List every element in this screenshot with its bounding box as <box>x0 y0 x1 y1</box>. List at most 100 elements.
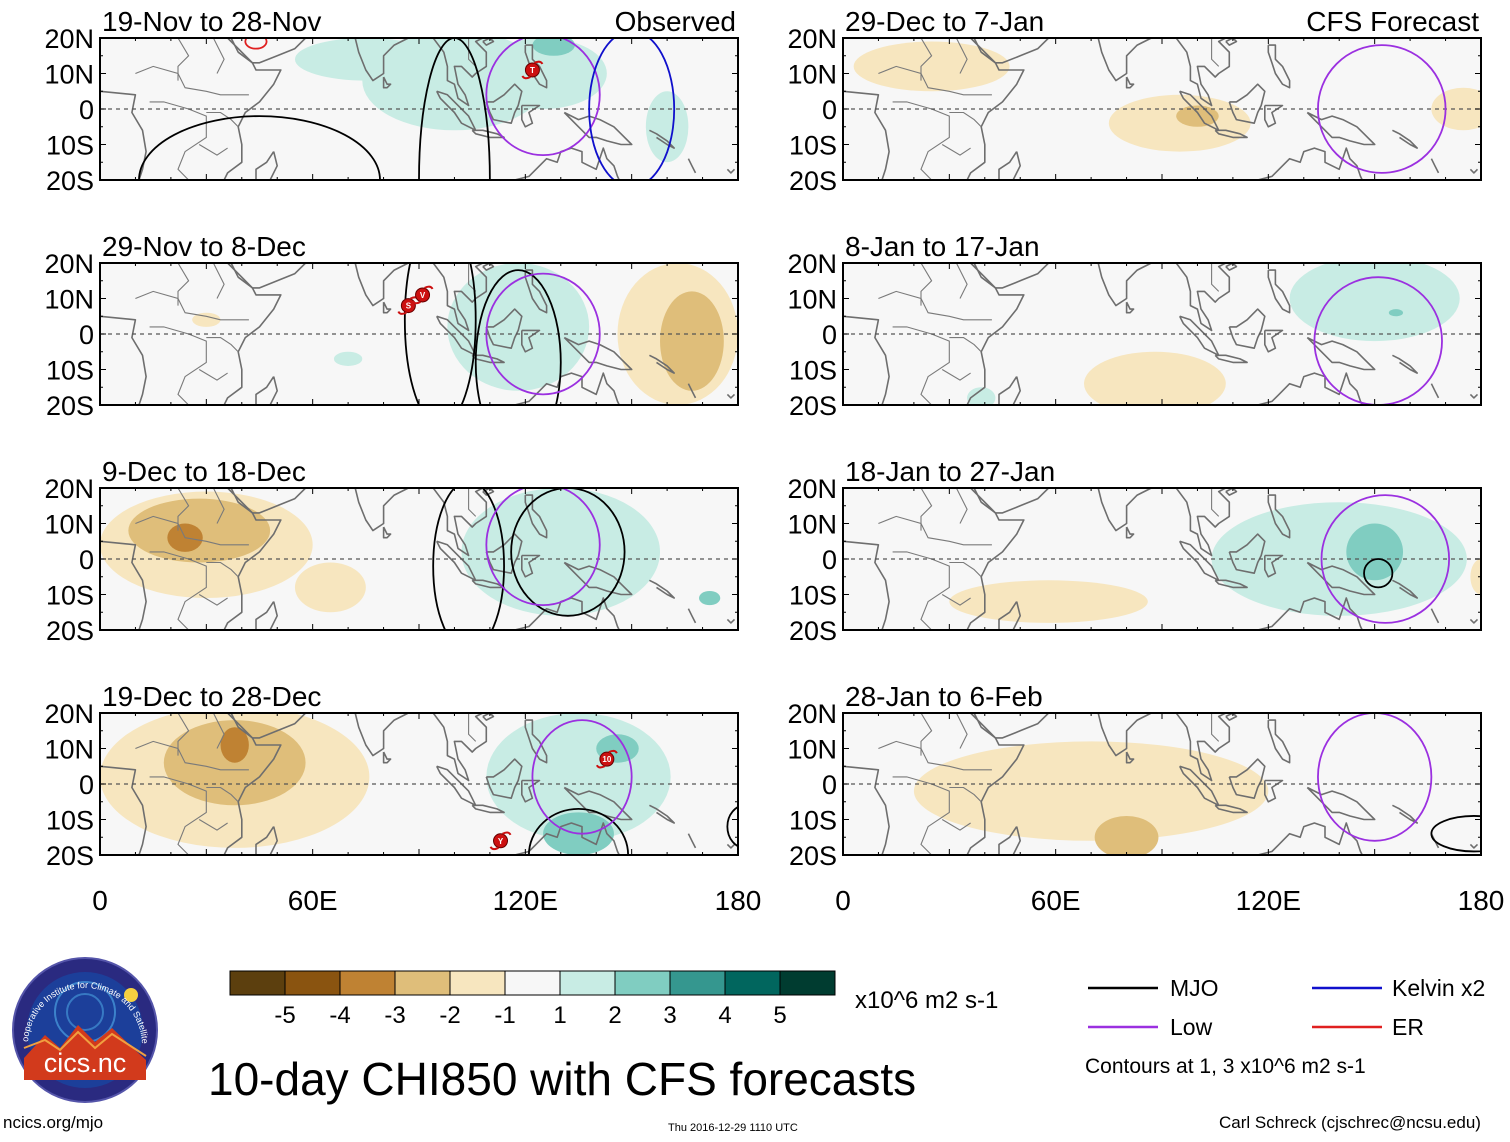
longitude-label: 120E <box>493 885 558 916</box>
footer-url: ncics.org/mjo <box>3 1113 104 1132</box>
country-border <box>1211 713 1220 742</box>
panel-title: 29-Dec to 7-Jan <box>845 6 1044 37</box>
anomaly-shading <box>333 351 363 366</box>
colorbar-swatch <box>669 970 726 996</box>
colorbar-label: -2 <box>439 1002 460 1029</box>
coastline-sumatra <box>435 765 477 807</box>
coastline-indochina <box>1175 713 1231 782</box>
coastline-philippines <box>524 494 548 539</box>
latitude-label: 0 <box>79 95 94 125</box>
latitude-label: 20N <box>44 474 94 504</box>
country-border <box>892 776 950 855</box>
panel-title: 9-Dec to 18-Dec <box>102 456 306 487</box>
latitude-label: 20N <box>44 24 94 54</box>
panel-title: 29-Nov to 8-Dec <box>102 231 306 262</box>
colorbar-label: -5 <box>274 1002 295 1029</box>
coastline-new-guinea <box>563 786 633 821</box>
coastline-solomons <box>649 354 676 374</box>
panel-tick-marks <box>843 488 1481 630</box>
colorbar-label: 4 <box>718 1002 731 1029</box>
contour-low <box>1317 44 1447 174</box>
coastline-sulawesi <box>1264 779 1284 803</box>
anomaly-shading <box>192 312 221 327</box>
coastline-fiji <box>726 843 736 849</box>
coastline-borneo <box>1228 308 1266 350</box>
colorbar-label: 5 <box>773 1002 786 1029</box>
coastline-taiwan <box>525 20 532 31</box>
coastline-arabia <box>227 488 307 514</box>
latitude-label: 20N <box>44 699 94 729</box>
anomaly-shading <box>660 291 724 391</box>
coastline-arabia <box>970 38 1050 64</box>
coastline-hainan <box>1225 38 1238 46</box>
anomaly-shading <box>1388 309 1404 317</box>
coastline-africa-coast <box>100 38 282 180</box>
anomaly-shading <box>967 387 996 405</box>
country-border <box>177 488 190 531</box>
coastline-hainan <box>482 713 495 721</box>
country-border <box>949 337 982 353</box>
latitude-label: 20N <box>787 249 837 279</box>
coastline-borneo <box>1228 83 1266 124</box>
map-panel-6: 20N 10N 0 10S 20S 18-Jan to 27-Jan <box>787 456 1482 646</box>
longitude-label: 180 <box>1458 885 1505 916</box>
colorbar-swatch <box>559 970 616 996</box>
panel-tick-marks <box>100 488 738 630</box>
coastline-sri-lanka <box>1125 751 1135 764</box>
latitude-label: 20S <box>46 616 94 646</box>
coastline-africa-coast <box>100 713 282 855</box>
anomaly-shading <box>1346 523 1404 581</box>
contour-low <box>485 272 601 396</box>
coastline-australia <box>512 597 621 630</box>
coastline-borneo <box>1228 533 1266 575</box>
panel-field: 10 Y <box>100 713 738 855</box>
latitude-label: 0 <box>822 545 837 575</box>
country-border <box>212 488 225 524</box>
anomaly-shading <box>532 38 575 56</box>
coastline-indochina <box>1175 488 1231 557</box>
logo-text: cics.nc <box>44 1048 127 1078</box>
colorbar-swatch <box>339 970 396 996</box>
coastline-sulawesi <box>520 104 541 128</box>
coastline-java <box>1214 579 1248 589</box>
country-border <box>878 65 992 96</box>
latitude-label: 0 <box>79 770 94 800</box>
latitude-label: 0 <box>822 95 837 125</box>
colorbar: -5 -4 -3 -2 -1 1 2 3 4 5 x10^6 m2 s-1 <box>229 970 998 1029</box>
legend-kelvin-label: Kelvin x2 <box>1392 975 1485 1001</box>
coastline-hainan <box>482 263 495 271</box>
panel-field: SV <box>100 263 738 405</box>
colorbar-swatch <box>394 970 451 996</box>
latitude-label: 20S <box>46 841 94 871</box>
coastline-vanuatu <box>687 608 697 624</box>
coastline-vanuatu <box>687 158 697 174</box>
anomaly-shading <box>220 727 249 763</box>
logo-mountain-icon <box>24 1025 146 1080</box>
contour-mjo <box>1430 815 1481 853</box>
legend-mjo-label: MJO <box>1170 975 1219 1001</box>
tropical-cyclone-icon: S <box>397 296 420 315</box>
coastline-new-guinea <box>1306 561 1376 596</box>
coastline-taiwan <box>1268 20 1275 31</box>
coastline-vanuatu <box>1430 383 1440 399</box>
coastline-india <box>337 488 409 532</box>
latitude-label: 10S <box>789 806 837 836</box>
coastline-africa-coast <box>843 488 1025 630</box>
coastline-solomons <box>649 129 676 149</box>
figure-title: 10-day CHI850 with CFS forecasts <box>208 1053 916 1105</box>
latitude-label: 10S <box>46 356 94 386</box>
country-border <box>878 515 992 546</box>
longitude-label: 0 <box>92 885 108 916</box>
coastline-indochina <box>432 488 488 557</box>
coastline-australia <box>512 147 621 180</box>
anomaly-shading <box>1176 105 1219 127</box>
coastline-india <box>1080 488 1152 532</box>
longitude-label: 60E <box>1031 885 1081 916</box>
coastline-india <box>1080 713 1152 757</box>
colorbar-labels: -5 -4 -3 -2 -1 1 2 3 4 5 <box>274 1002 786 1029</box>
coastline-africa-coast <box>843 713 1025 855</box>
coastline-sulawesi <box>520 554 541 578</box>
latitude-label: 20S <box>789 616 837 646</box>
